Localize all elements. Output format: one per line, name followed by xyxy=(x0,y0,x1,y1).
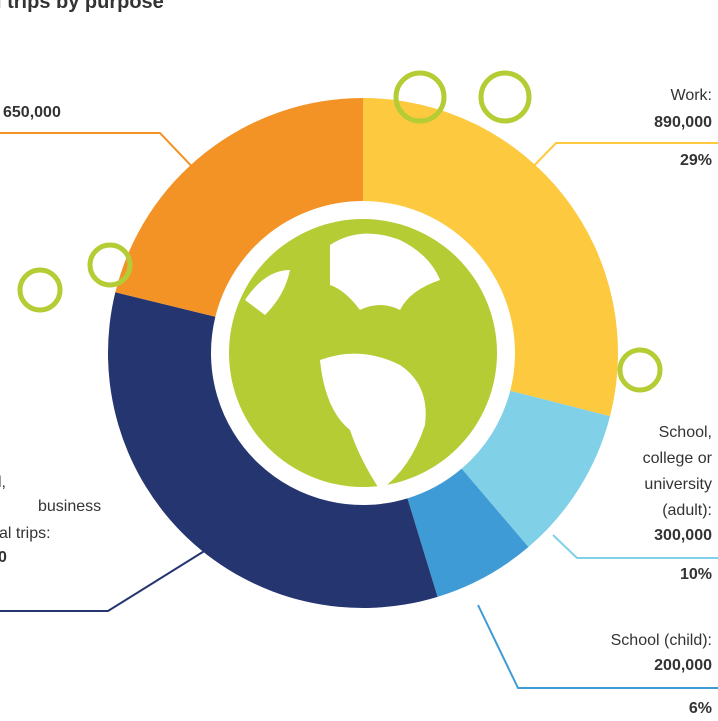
bike-wheel xyxy=(478,70,532,124)
value-label: 650,000 xyxy=(3,104,61,121)
category-label: university xyxy=(644,476,712,493)
leader-line xyxy=(0,132,201,176)
category-label: School (child): xyxy=(611,632,712,649)
category-label: college or xyxy=(643,450,713,467)
category-label: al trips: xyxy=(0,525,51,542)
value-label: 0 xyxy=(0,549,7,566)
category-label: l, xyxy=(0,474,6,491)
bike-wheel xyxy=(87,242,133,288)
leader-line xyxy=(0,539,223,612)
donut-segment xyxy=(461,390,611,548)
value-label: 890,000 xyxy=(654,114,712,131)
donut-segment xyxy=(407,468,529,597)
percent-label: 10% xyxy=(680,566,712,583)
category-label: School, xyxy=(659,424,712,441)
leader-line xyxy=(524,142,718,176)
globe-land xyxy=(245,233,440,491)
value-label: 300,000 xyxy=(654,527,712,544)
donut-segment xyxy=(115,98,363,317)
decoration xyxy=(17,70,663,491)
bike-wheel xyxy=(17,267,63,313)
donut-segment xyxy=(108,292,438,608)
category-label: business xyxy=(38,498,101,515)
chart-title: l trips by purpose xyxy=(0,0,164,13)
donut-segment xyxy=(363,98,618,417)
category-label: Work: xyxy=(671,87,712,104)
globe xyxy=(229,219,497,487)
leader-line xyxy=(552,534,718,559)
percent-label: 29% xyxy=(680,152,712,169)
value-label: 200,000 xyxy=(654,657,712,674)
category-label: (adult): xyxy=(662,502,712,519)
percent-label: 6% xyxy=(689,700,712,717)
leader-line xyxy=(477,604,718,689)
bike-wheel xyxy=(617,347,663,393)
bike-wheel xyxy=(393,70,447,124)
